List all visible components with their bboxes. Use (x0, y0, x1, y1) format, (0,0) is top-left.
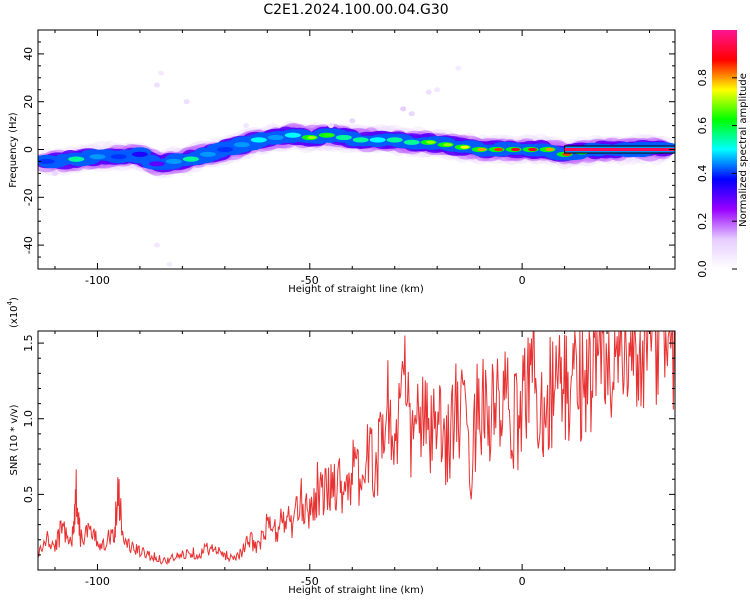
colorbar-tick-label: 0.4 (696, 165, 709, 183)
spectrogram-outlier (153, 242, 160, 248)
spectrogram-peak (426, 140, 436, 144)
spectrogram-outlier (328, 123, 334, 129)
colorbar: 0.0 0.2 0.4 0.6 0.8 Normalized spectral ampl… (696, 30, 749, 278)
spectrogram-peak (358, 138, 368, 142)
spectrogram-peak (443, 143, 453, 147)
spectrogram-x-tick-label: -100 (85, 274, 110, 287)
spectrogram-peak (256, 138, 266, 142)
snr-y-tick-label: 1.0 (22, 410, 35, 428)
snr-panel: -100 -50 0 0.5 1.0 1.5 Height of straight lin… (6, 297, 676, 596)
snr-x-tick-label: -100 (85, 575, 110, 588)
snr-y-axis-label: SNR (10 * v/v) (9, 404, 20, 475)
snr-frame (37, 330, 676, 571)
snr-x-axis-label: Height of straight line (km) (288, 585, 424, 596)
spectrogram-panel: -100 -50 0 -40 -20 0 20 40 Height of straight l… (8, 29, 676, 295)
spectrogram-peak (205, 152, 215, 156)
figure-title: C2E1.2024.100.00.04.G30 (263, 2, 448, 18)
spectrogram-outlier (425, 89, 432, 95)
spectrogram-peak (511, 147, 521, 152)
spectrogram-outlier (52, 170, 58, 176)
snr-y-tick-label: 0.5 (22, 486, 35, 504)
spectrogram-peak (477, 147, 487, 152)
spectrogram-peak (460, 145, 470, 149)
spectrogram-peak (341, 135, 351, 140)
spectrogram-peak (239, 143, 249, 147)
spectrogram-peak (273, 135, 283, 140)
snr-series-line (38, 331, 675, 565)
colorbar-tick-label: 0.6 (696, 117, 709, 135)
colorbar-gradient (712, 30, 737, 269)
snr-plot-area (38, 331, 675, 565)
spectrogram-y-tick-label: 0 (22, 146, 35, 153)
spectrogram-peak (171, 159, 181, 163)
snr-axes: -100 -50 0 0.5 1.0 1.5 (22, 331, 675, 588)
spectrogram-band-core (564, 148, 675, 151)
spectrogram-peak (409, 140, 419, 144)
spectrogram-x-tick-label: -50 (301, 274, 319, 287)
spectrogram-outlier (158, 70, 165, 76)
spectrogram-peak (375, 138, 385, 142)
svg-text:(x104): (x104) (6, 297, 20, 328)
spectrogram-peak (324, 133, 334, 137)
spectrogram-peak (116, 155, 126, 159)
spectrogram-outlier (243, 123, 250, 129)
spectrogram-peak (188, 157, 198, 161)
snr-y-multiplier-exp: 4 (6, 300, 14, 305)
spectrogram-outlier (434, 87, 441, 93)
spectrogram-peak (494, 147, 504, 152)
spectrogram-x-tick-label: 0 (519, 274, 526, 287)
snr-y-multiplier: (x104) (6, 297, 20, 328)
spectrogram-peak (545, 147, 555, 152)
spectrogram-axes: -100 -50 0 -40 -20 0 20 40 (22, 30, 675, 287)
spectrogram-y-tick-label: 40 (22, 47, 35, 61)
snr-y-tick-label: 1.5 (22, 334, 35, 352)
snr-x-tick-label: 0 (519, 575, 526, 588)
spectrogram-outlier (166, 261, 173, 267)
spectrogram-peak (392, 138, 402, 142)
snr-x-tick-label: -50 (301, 575, 319, 588)
colorbar-label: Normalized spectral amplitude (738, 73, 749, 227)
spectrogram-outlier (408, 111, 415, 117)
spectrogram-outlier (400, 106, 407, 112)
spectrogram-peak (307, 135, 317, 140)
spectrogram-y-tick-label: -20 (22, 188, 35, 206)
spectrogram-peak (44, 159, 53, 163)
colorbar-tick-label: 0.8 (696, 69, 709, 87)
spectrogram-x-axis-label: Height of straight line (km) (288, 284, 424, 295)
spectrogram-peak (222, 147, 232, 152)
spectrogram-outlier (153, 82, 160, 88)
spectrogram-peak (528, 147, 538, 152)
colorbar-tick-label: 0.2 (696, 212, 709, 230)
spectrogram-outlier (455, 65, 462, 71)
spectrogram-y-axis-label: Frequency (Hz) (8, 112, 19, 188)
spectrogram-peak (95, 155, 104, 159)
snr-y-multiplier-text: (x10 (9, 305, 20, 328)
spectrogram-peak (154, 162, 164, 166)
spectrogram-peak (73, 157, 83, 161)
spectrogram-plot-area (38, 65, 675, 267)
spectrogram-peak (137, 152, 147, 156)
colorbar-axes: 0.0 0.2 0.4 0.6 0.8 (696, 69, 737, 278)
spectrogram-y-tick-label: -40 (22, 236, 35, 254)
spectrogram-outlier (349, 118, 356, 124)
colorbar-tick-label: 0.0 (696, 260, 709, 278)
spectrogram-peak (290, 133, 300, 137)
spectrogram-y-tick-label: 20 (22, 95, 35, 109)
spectrogram-outlier (183, 99, 190, 105)
